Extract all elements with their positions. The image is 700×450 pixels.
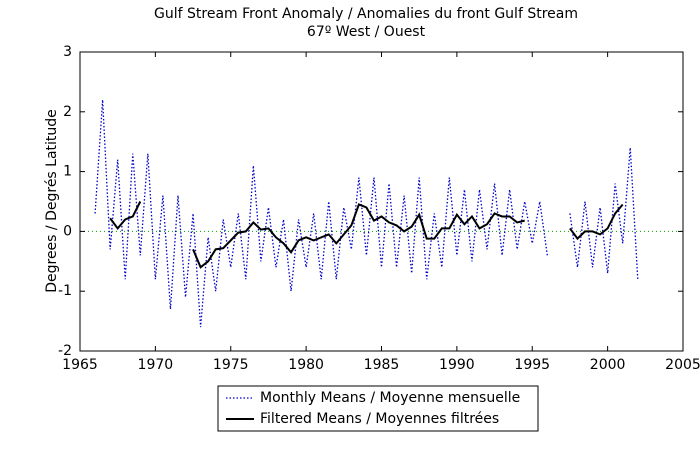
legend-label: Filtered Means / Moyennes filtrées: [260, 411, 499, 427]
legend-label: Monthly Means / Moyenne mensuelle: [260, 390, 520, 406]
y-tick-label: -1: [58, 283, 72, 299]
y-tick-label: 0: [63, 223, 72, 239]
x-tick-label: 1965: [62, 357, 98, 373]
data-line: [109, 201, 142, 231]
x-tick-label: 1975: [213, 357, 249, 373]
x-tick-label: 1980: [288, 357, 324, 373]
x-tick-label: 1985: [364, 357, 400, 373]
legend-box: [217, 385, 539, 432]
plot-frame: [79, 51, 684, 352]
chart-subtitle: 67º West / Ouest: [307, 24, 426, 40]
y-tick-label: 2: [63, 104, 72, 120]
y-axis-label: Degrees / Degrés Latitude: [44, 109, 60, 293]
chart-title: Gulf Stream Front Anomaly / Anomalies du…: [154, 6, 578, 22]
x-tick-label: 1995: [514, 357, 550, 373]
x-tick-label: 1970: [138, 357, 174, 373]
y-tick-label: -2: [58, 343, 72, 359]
x-tick-label: 1990: [439, 357, 475, 373]
data-line: [192, 203, 525, 269]
y-tick-label: 3: [63, 44, 72, 60]
x-tick-label: 2000: [590, 357, 626, 373]
data-line: [569, 203, 624, 241]
data-line: [569, 147, 639, 280]
data-line: [94, 99, 548, 328]
x-tick-label: 2005: [665, 357, 700, 373]
y-tick-label: 1: [63, 164, 72, 180]
